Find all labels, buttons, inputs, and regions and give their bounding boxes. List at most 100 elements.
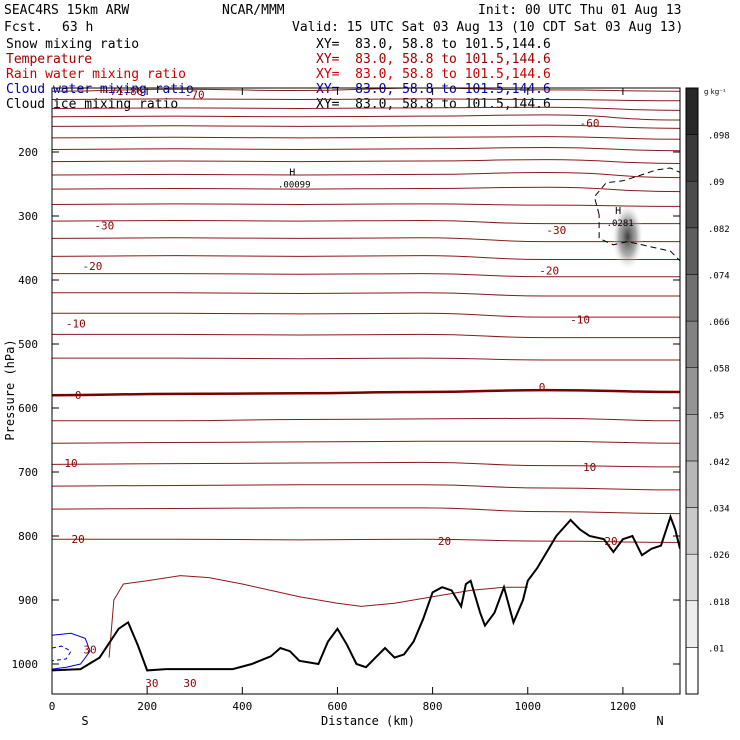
x-axis-label: Distance (km) — [321, 714, 415, 728]
colorbar-label: .098 — [708, 132, 730, 142]
temperature-isotherm — [52, 203, 680, 207]
isotherm-label: -30 — [546, 224, 566, 237]
isotherm-label: 30 — [83, 643, 96, 656]
field-name-rain: Rain water mixing ratio — [6, 67, 187, 82]
x-tick-label: 0 — [49, 700, 56, 713]
isotherm-label: -20 — [83, 260, 103, 273]
temperature-isotherm — [52, 147, 680, 152]
temperature-isotherm — [52, 186, 680, 193]
field-name-temperature: Temperature — [6, 52, 93, 67]
cloud-water-contour — [52, 632, 91, 670]
colorbar-segment — [685, 414, 699, 462]
isotherm-label: 30 — [145, 677, 158, 690]
isotherm-label: 20 — [438, 535, 451, 548]
temperature-isotherm — [52, 237, 680, 243]
isotherm-label: 10 — [64, 457, 77, 470]
y-tick-label: 1000 — [12, 658, 39, 671]
organization: NCAR/MMM — [222, 3, 285, 18]
isotherm-label: -70 — [185, 88, 205, 101]
isotherm-label: 20 — [604, 535, 617, 548]
y-tick-label: 800 — [18, 530, 38, 543]
colorbar-label: .074 — [708, 271, 730, 281]
temperature-isotherm — [52, 88, 680, 92]
temperature-isotherm — [52, 292, 680, 297]
maximum-value: .0281 — [607, 219, 634, 229]
temperature-isotherm — [52, 171, 680, 179]
y-tick-label: 400 — [18, 274, 38, 287]
field-xy-temperature: XY= 83.0, 58.8 to 101.5,144.6 — [316, 52, 551, 67]
colorbar-segment — [685, 227, 699, 275]
temperature-isotherm — [52, 273, 680, 278]
y-tick-label: 500 — [18, 338, 38, 351]
x-tick-label: 600 — [328, 700, 348, 713]
cloud-water-contour — [52, 645, 72, 662]
field-name-cloud-water: Cloud water mixing ratio — [6, 82, 194, 97]
isotherm-label: 30 — [183, 677, 196, 690]
cloud-ice-contour — [593, 167, 680, 262]
isotherm-label: 0 — [75, 389, 82, 402]
colorbar-segment — [685, 507, 699, 555]
snow-maximum-shading — [611, 206, 644, 275]
temperature-isotherm — [52, 484, 680, 491]
temperature-isotherm — [108, 575, 528, 658]
field-name-snow: Snow mixing ratio — [6, 37, 140, 52]
y-axis-label: Pressure (hPa) — [3, 339, 17, 440]
colorbar-label: .05 — [708, 411, 724, 421]
colorbar-label: .01 — [708, 644, 724, 654]
temperature-isotherm — [52, 114, 680, 121]
temperature-isotherm — [52, 461, 680, 468]
colorbar-frame — [685, 87, 699, 695]
isotherm-label: 0 — [539, 381, 546, 394]
y-tick-label: 200 — [18, 146, 38, 159]
colorbar-segment — [685, 460, 699, 508]
isotherm-label: -10 — [66, 318, 86, 331]
temperature-isotherm — [52, 388, 680, 397]
colorbar-label: .066 — [708, 318, 730, 328]
colorbar-segment — [685, 367, 699, 415]
forecast-label: Fcst. — [4, 20, 44, 35]
y-tick-label: 900 — [18, 594, 38, 607]
temperature-isotherm — [52, 333, 680, 339]
maximum-symbol: H — [289, 168, 295, 179]
isotherm-label: 10 — [583, 461, 596, 474]
colorbar-segment — [685, 600, 699, 648]
temperature-isotherm — [52, 440, 680, 444]
temperature-isotherm — [52, 136, 680, 140]
terrain-line — [52, 513, 680, 672]
x-tick-label: 1200 — [610, 700, 637, 713]
colorbar-segment — [685, 647, 699, 695]
isotherm-label: 20 — [72, 533, 85, 546]
y-tick-label: 300 — [18, 210, 38, 223]
x-tick-label: 400 — [232, 700, 252, 713]
colorbar-segment — [685, 553, 699, 602]
colorbar-segment — [685, 180, 699, 229]
colorbar-segment — [685, 274, 699, 322]
x-tick-label: 1000 — [515, 700, 542, 713]
temperature-isotherm — [52, 106, 680, 111]
colorbar-label: .026 — [708, 551, 730, 561]
y-tick-label: 700 — [18, 466, 38, 479]
x-end-label-right: N — [656, 714, 663, 728]
maximum-value: .00099 — [278, 181, 311, 191]
y-tick-label: 600 — [18, 402, 38, 415]
colorbar-label: .09 — [708, 178, 724, 188]
colorbar-segment — [685, 134, 699, 182]
plot-frame — [51, 87, 681, 695]
temperature-isotherm — [52, 98, 680, 102]
colorbar-label: .058 — [708, 365, 730, 375]
isotherm-label: -60 — [580, 117, 600, 130]
temperature-isotherm — [52, 312, 680, 318]
isotherm-label: -71.86 — [103, 85, 143, 98]
colorbar-label: .018 — [708, 598, 730, 608]
maximum-symbol: H — [615, 206, 621, 217]
colorbar-label: .034 — [708, 505, 730, 515]
colorbar-label: .042 — [708, 458, 730, 468]
temperature-isotherm — [52, 507, 680, 515]
x-end-label-left: S — [81, 714, 88, 728]
colorbar-unit: g kg⁻¹ — [704, 88, 726, 96]
field-xy-rain: XY= 83.0, 58.8 to 101.5,144.6 — [316, 67, 551, 82]
isotherm-label: -30 — [94, 220, 114, 233]
temperature-isotherm — [52, 159, 680, 165]
isotherm-label: -10 — [570, 314, 590, 327]
